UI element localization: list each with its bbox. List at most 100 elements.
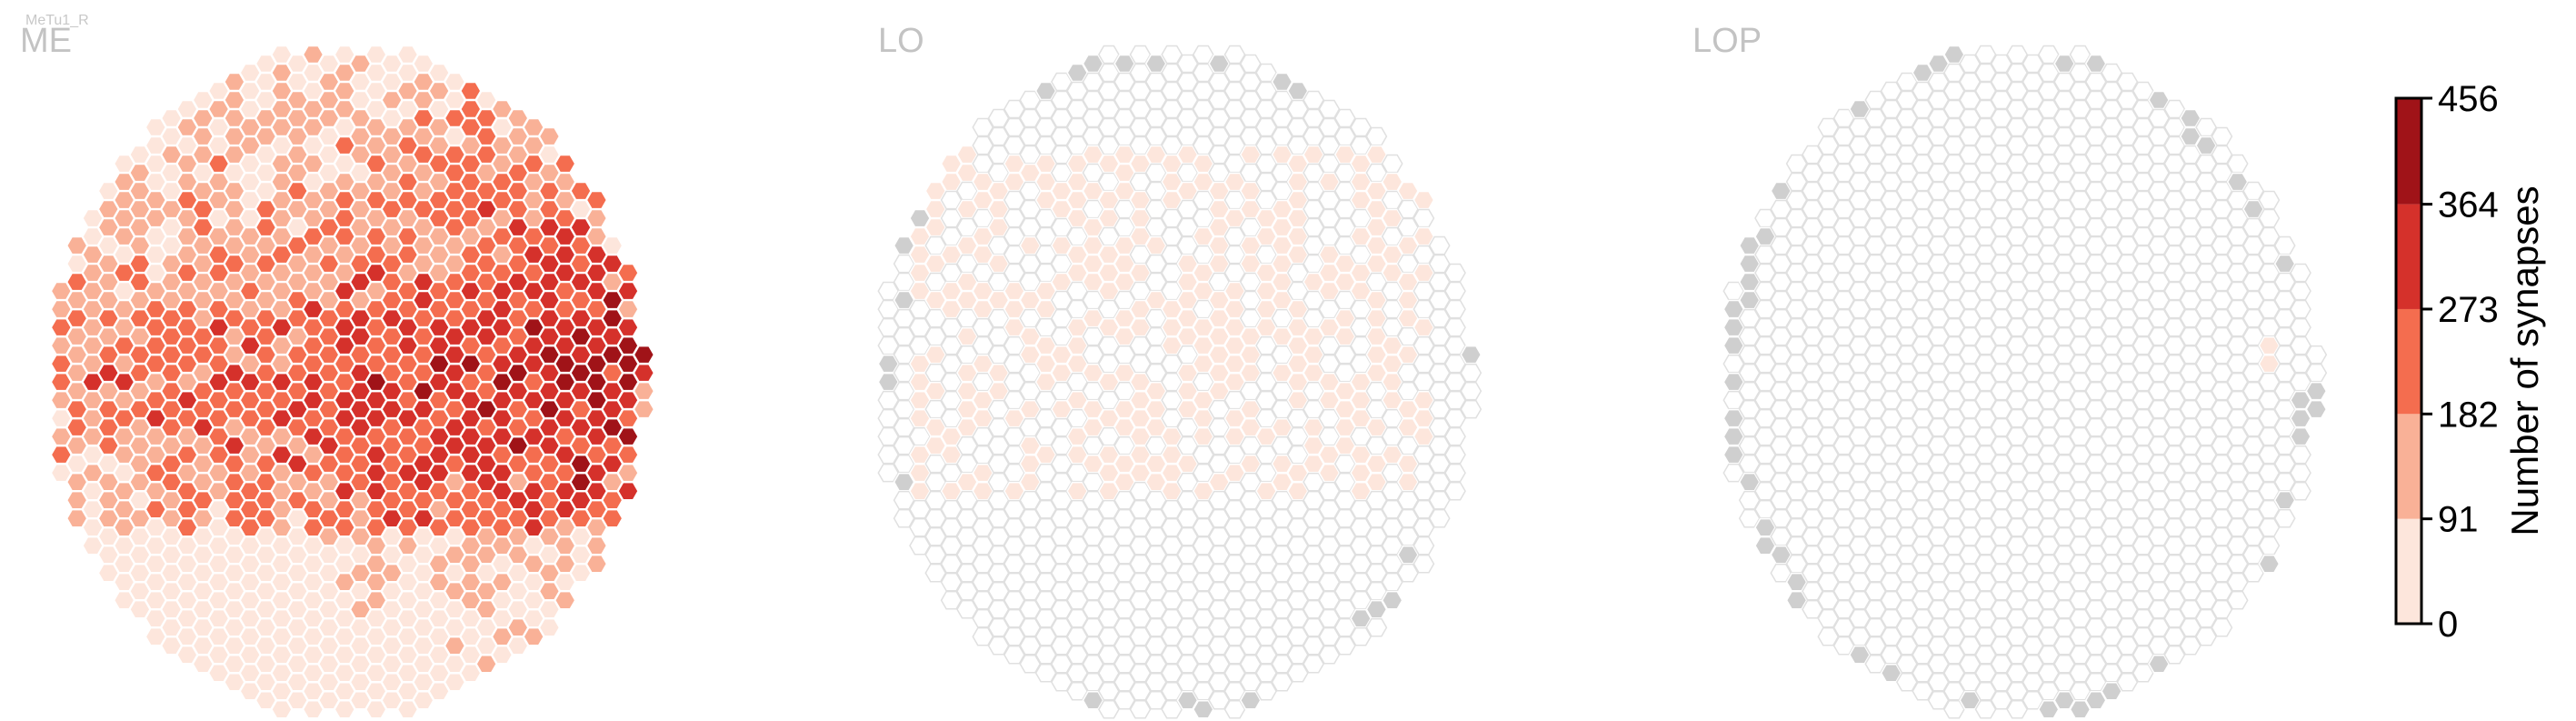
hex-column [317, 636, 340, 656]
hex-column [1161, 590, 1183, 610]
hex-column [1990, 90, 2012, 110]
hex-column [1098, 463, 1120, 483]
colorbar-label: Number of synapses [2503, 185, 2546, 536]
hex-column [160, 126, 183, 146]
hex-column [1144, 599, 1167, 619]
hex-column [1832, 617, 1855, 637]
hex-column [302, 463, 324, 483]
hex-column [239, 135, 262, 155]
hex-column [2258, 208, 2281, 228]
hex-column [491, 390, 514, 410]
hex-column [428, 445, 450, 465]
hex-column [239, 372, 262, 392]
hex-column [538, 417, 561, 437]
hex-column [956, 345, 978, 365]
hex-column [2211, 381, 2233, 401]
hex-column [364, 335, 387, 355]
hex-column [1034, 208, 1057, 228]
hex-column [2179, 599, 2202, 619]
hex-column [459, 645, 482, 665]
hex-column [2290, 281, 2311, 301]
hex-column [1255, 154, 1277, 174]
hex-column [1381, 172, 1403, 192]
hex-column [1129, 99, 1152, 119]
hex-column [2022, 145, 2044, 165]
hex-column [1286, 245, 1309, 265]
hex-column [364, 63, 387, 83]
hex-column [1333, 326, 1356, 346]
hex-column [956, 381, 978, 401]
hex-column [192, 254, 215, 274]
hex-column [1413, 263, 1435, 283]
hex-column [1896, 436, 1918, 456]
hex-column [255, 290, 277, 310]
hex-column [2101, 481, 2122, 501]
hex-column [1303, 563, 1324, 583]
hex-column [570, 436, 592, 456]
hex-column [302, 699, 324, 719]
hex-column [1303, 363, 1324, 383]
hex-column [2242, 254, 2264, 274]
hex-column [381, 436, 403, 456]
hex-column [82, 335, 104, 355]
hex-column [924, 272, 947, 292]
hex-column [2116, 235, 2139, 255]
hex-column [1082, 436, 1104, 456]
hex-column [97, 217, 120, 237]
hex-column [2069, 463, 2092, 483]
hex-column [2037, 445, 2060, 465]
hex-column [2242, 417, 2264, 437]
hex-column [2084, 145, 2107, 165]
hex-column [1943, 372, 1965, 392]
hex-column [491, 226, 514, 246]
hex-column [1817, 390, 1840, 410]
hex-column [1239, 326, 1262, 346]
hex-column [2290, 408, 2311, 428]
hex-column [1239, 199, 1262, 219]
hex-column [1286, 445, 1309, 465]
hex-column [334, 81, 356, 101]
hex-column [924, 290, 947, 310]
hex-column [1239, 563, 1262, 583]
hex-column [349, 217, 372, 237]
hex-column [364, 663, 387, 683]
hex-column [239, 663, 262, 683]
hex-column [239, 572, 262, 592]
hex-column [554, 154, 576, 174]
hex-column [1098, 63, 1120, 83]
hex-column [381, 345, 403, 365]
hex-column [2053, 345, 2076, 365]
hex-column [940, 390, 963, 410]
hex-column [1034, 99, 1057, 119]
hex-column [334, 608, 356, 628]
hex-column [1722, 281, 1745, 301]
hex-column [2053, 654, 2076, 674]
hex-column [617, 317, 639, 337]
hex-column [207, 517, 230, 537]
hex-column [1066, 645, 1089, 665]
hex-column [1003, 226, 1025, 246]
hex-column [302, 445, 324, 465]
hex-column [893, 254, 915, 274]
hex-column [554, 572, 576, 592]
hex-column [459, 354, 482, 374]
hex-column [1208, 290, 1231, 310]
hex-column [1098, 335, 1120, 355]
hex-column [1912, 245, 1934, 265]
hex-column [491, 245, 514, 265]
hex-column [2211, 199, 2233, 219]
hex-column [317, 126, 340, 146]
hex-column [1943, 663, 1965, 683]
hex-column [1990, 199, 2012, 219]
hex-column [381, 290, 403, 310]
hex-column [2179, 581, 2202, 601]
hex-column [145, 372, 167, 392]
hex-column [381, 654, 403, 674]
hex-column [972, 517, 994, 537]
hexmap-lop [1722, 45, 2328, 719]
hex-column [1413, 554, 1435, 574]
hex-column [1849, 245, 1871, 265]
hex-column [239, 390, 262, 410]
hex-column [271, 81, 293, 101]
hex-column [538, 290, 561, 310]
